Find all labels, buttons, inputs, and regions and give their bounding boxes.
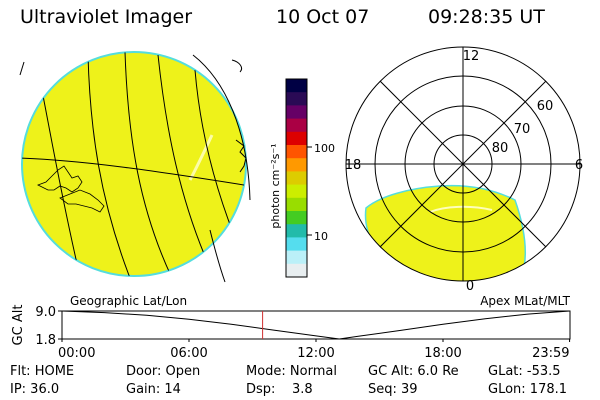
y-tick-label: 9.0 [35,305,56,320]
colorbar: 100 10 photon cm⁻²s⁻¹ [269,78,335,278]
colorbar-segment [286,250,307,265]
y-tick-label: 1.8 [35,333,56,348]
y-axis-label: GC Alt [11,305,26,346]
x-tick-label: 23:59 [532,346,569,361]
x-tick-label: 12:00 [297,346,334,361]
coastline [37,165,105,213]
geographic-image [19,51,251,283]
date-label: 10 Oct 07 [276,6,370,28]
dsp-label: Dsp: [246,382,276,397]
colorbar-segment [286,171,307,186]
gain-value: Gain: 14 [126,382,181,397]
colorbar-segment [286,131,307,146]
colorbar-tick-100: 100 [314,142,335,155]
colorbar-segment [286,211,307,225]
colorbar-segment [286,158,307,172]
mlt-label-18: 18 [345,158,362,173]
mlt-label-0: 0 [466,279,474,294]
lat-label-60: 60 [537,99,554,114]
colorbar-segment [286,224,307,238]
glat-value: GLat: -53.5 [488,364,561,379]
colorbar-segment [286,237,307,252]
x-tick-label: 18:00 [424,346,461,361]
auroral-oval-fill [364,184,527,281]
glon-value: GLon: 178.1 [488,382,568,397]
colorbar-segment [286,118,307,133]
colorbar-segment [286,197,307,212]
colorbar-segment [286,92,307,106]
mlt-label-6: 6 [575,158,583,173]
time-label: 09:28:35 UT [428,6,545,28]
colorbar-segment [286,184,307,199]
door-status: Door: Open [126,364,201,379]
x-tick-label: 06:00 [170,346,207,361]
left-map-caption: Geographic Lat/Lon [70,294,187,308]
flight-status: Flt: HOME [10,364,75,379]
mlt-label-12: 12 [463,49,480,64]
lat-label-70: 70 [514,122,531,137]
colorbar-segment [286,105,307,120]
colorbar-segment [286,79,307,93]
colorbar-label: photon cm⁻²s⁻¹ [269,143,282,228]
colorbar-segment [286,145,307,159]
altitude-chart: 9.0 1.8 00:00 06:00 12:00 18:00 23:59 GC Alt [11,305,571,361]
right-map-caption: Apex MLat/MLT [480,294,570,308]
ip-value: IP: 36.0 [10,382,60,397]
mode-status: Mode: Normal [246,364,337,379]
colorbar-segment [286,263,307,278]
x-tick-label: 00:00 [58,346,95,361]
dsp-value: 3.8 [292,382,313,397]
magnetic-polar-plot: 12 18 6 0 60 70 80 [345,46,583,294]
instrument-title: Ultraviolet Imager [20,6,193,28]
colorbar-tick-10: 10 [314,230,328,243]
seq-value: Seq: 39 [368,382,418,397]
gc-alt-value: GC Alt: 6.0 Re [368,364,459,379]
series-line-gc-alt [61,310,570,340]
lat-label-80: 80 [492,141,509,156]
outer-arcs [19,54,251,283]
